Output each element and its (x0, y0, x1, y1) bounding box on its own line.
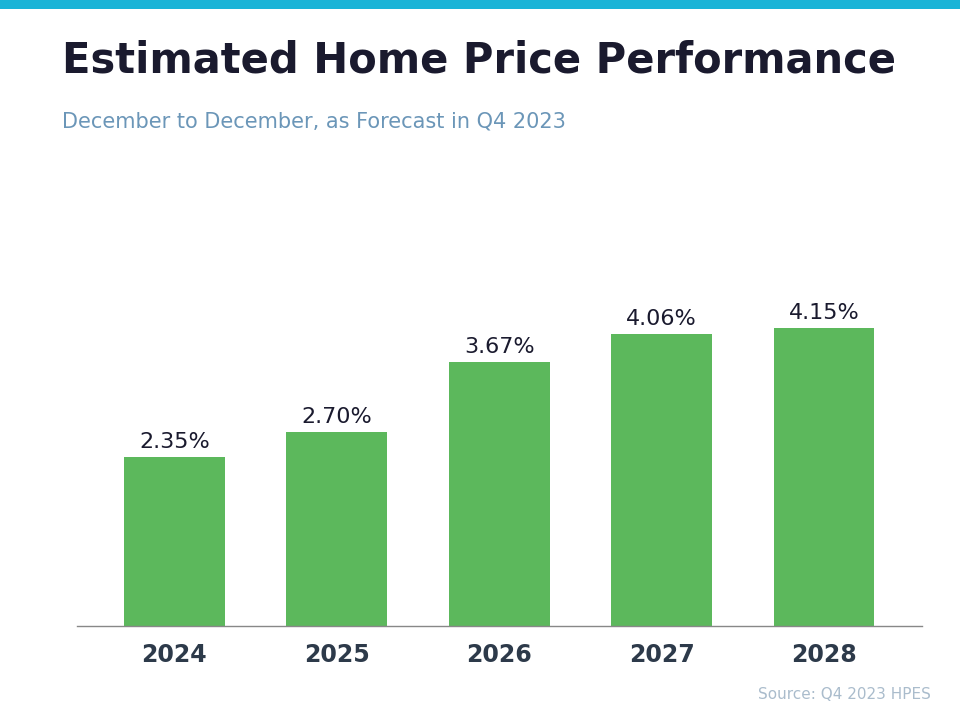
Bar (449, 362, 549, 626)
Text: Source: Q4 2023 HPES: Source: Q4 2023 HPES (758, 687, 931, 702)
Bar (774, 328, 875, 626)
Text: 4.06%: 4.06% (626, 309, 697, 329)
Text: 3.67%: 3.67% (464, 337, 535, 357)
Text: December to December, as Forecast in Q4 2023: December to December, as Forecast in Q4 … (62, 112, 566, 132)
Text: 4.15%: 4.15% (789, 302, 859, 323)
Bar (612, 334, 712, 626)
Text: Estimated Home Price Performance: Estimated Home Price Performance (62, 40, 897, 81)
Bar (286, 432, 387, 626)
Text: 2.35%: 2.35% (139, 432, 209, 452)
Text: 2.70%: 2.70% (301, 407, 372, 427)
Bar (124, 457, 225, 626)
